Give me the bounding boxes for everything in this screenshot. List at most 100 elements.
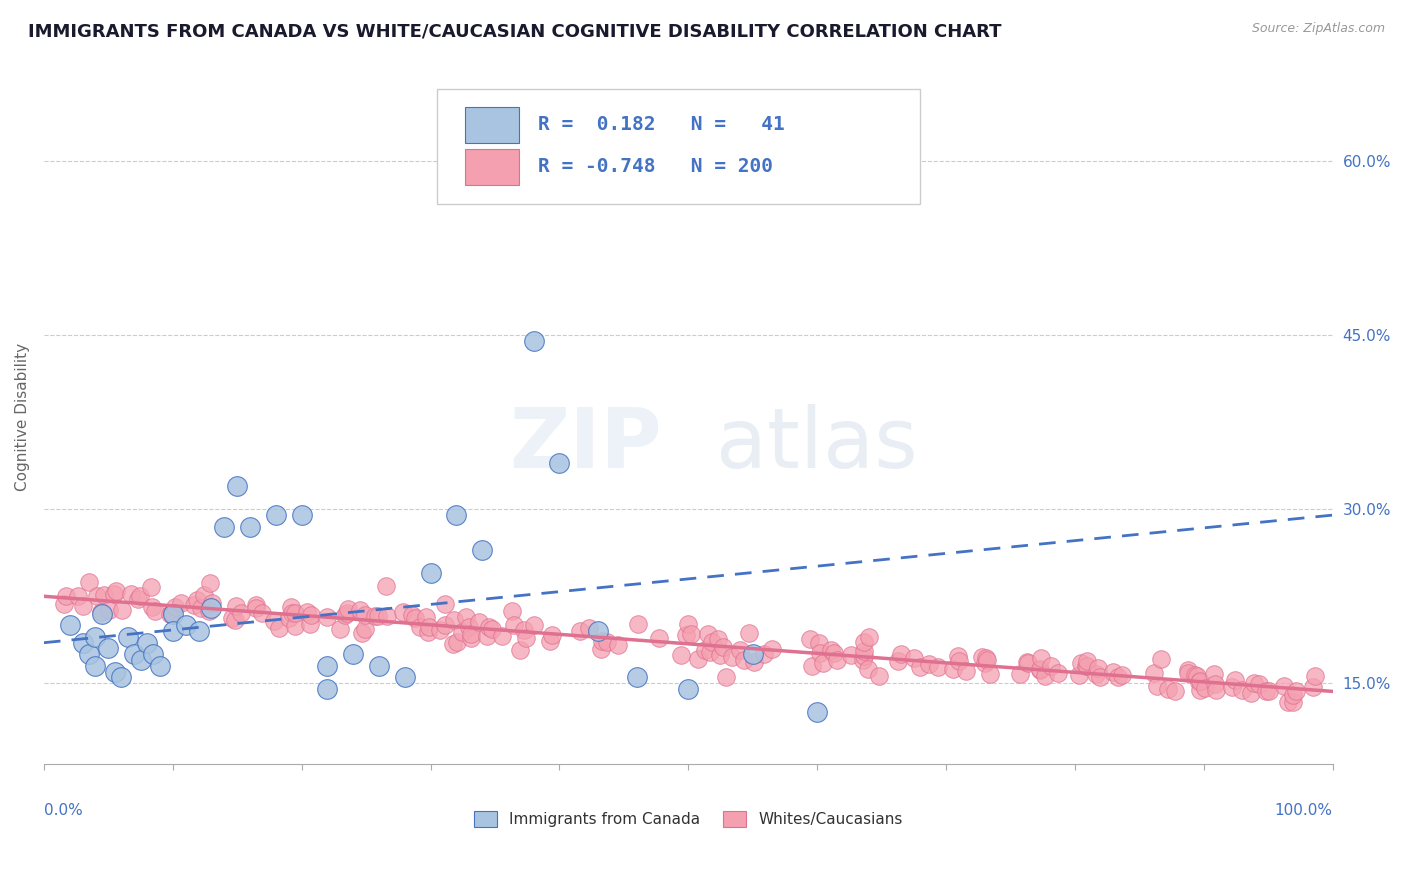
Point [1039,658,1062,673]
Point [283,619,305,633]
Point [1281,694,1303,708]
Point [299,607,322,622]
Point [363,609,385,624]
Point [441,637,464,651]
Point [1282,688,1305,702]
Point [352,625,374,640]
Point [429,623,451,637]
Point [1008,666,1031,681]
Point [267,621,290,635]
Point [800,659,823,673]
Text: R =  0.182   N =   41: R = 0.182 N = 41 [537,115,785,135]
Point [1204,677,1226,691]
Point [367,609,389,624]
Point [97,603,120,617]
Text: R = -0.748   N = 200: R = -0.748 N = 200 [537,157,772,176]
Point [1284,683,1306,698]
Point [761,641,783,656]
Point [1156,681,1178,696]
Point [1087,661,1109,675]
Text: Source: ZipAtlas.com: Source: ZipAtlas.com [1251,22,1385,36]
Point [335,608,357,623]
Point [136,636,159,650]
Point [120,587,142,601]
Point [337,601,360,615]
Point [1194,681,1216,696]
Point [1243,676,1265,690]
FancyBboxPatch shape [465,149,519,185]
Point [1189,683,1212,698]
Point [1028,663,1050,677]
Point [264,508,287,522]
Point [187,624,209,639]
Point [548,456,571,470]
Point [214,519,236,533]
Point [198,576,221,591]
Point [799,632,821,647]
Point [375,609,398,624]
Point [887,654,910,668]
Point [122,648,145,662]
Point [245,599,267,613]
Point [475,629,498,643]
Point [523,617,546,632]
Point [578,622,600,636]
Point [942,662,965,676]
Point [221,611,243,625]
Point [90,605,112,619]
Point [446,508,468,522]
Point [409,620,432,634]
Point [754,647,776,661]
Point [1031,651,1053,665]
Point [84,630,107,644]
Point [354,622,377,636]
Point [903,651,925,665]
Point [200,600,222,615]
Point [491,629,513,643]
Point [501,604,523,618]
Point [1184,668,1206,682]
Point [707,632,730,646]
Point [955,664,977,678]
Point [714,670,737,684]
Point [568,624,591,639]
Point [974,651,997,665]
Point [52,597,75,611]
Point [586,624,609,639]
Point [90,607,112,621]
Point [299,617,322,632]
Point [86,589,108,603]
Point [1205,683,1227,698]
Point [141,580,163,594]
Point [541,628,564,642]
Point [127,592,149,607]
Point [162,607,184,621]
Point [1187,668,1209,682]
Point [675,628,697,642]
Point [416,624,439,639]
Point [972,650,994,665]
Point [467,615,489,629]
Point [159,607,181,621]
Point [737,626,759,640]
Point [103,587,125,601]
Point [117,630,139,644]
Point [1230,682,1253,697]
Point [201,596,224,610]
Point [349,603,371,617]
Point [374,579,396,593]
Point [165,599,187,614]
Point [728,643,751,657]
Point [1256,684,1278,698]
Point [1247,676,1270,690]
Point [1220,680,1243,694]
Point [419,566,441,580]
Point [1074,658,1097,673]
Point [433,618,456,632]
Point [1046,665,1069,680]
Point [1150,652,1173,666]
Point [1188,674,1211,689]
Point [890,647,912,661]
Point [174,618,197,632]
Point [193,588,215,602]
